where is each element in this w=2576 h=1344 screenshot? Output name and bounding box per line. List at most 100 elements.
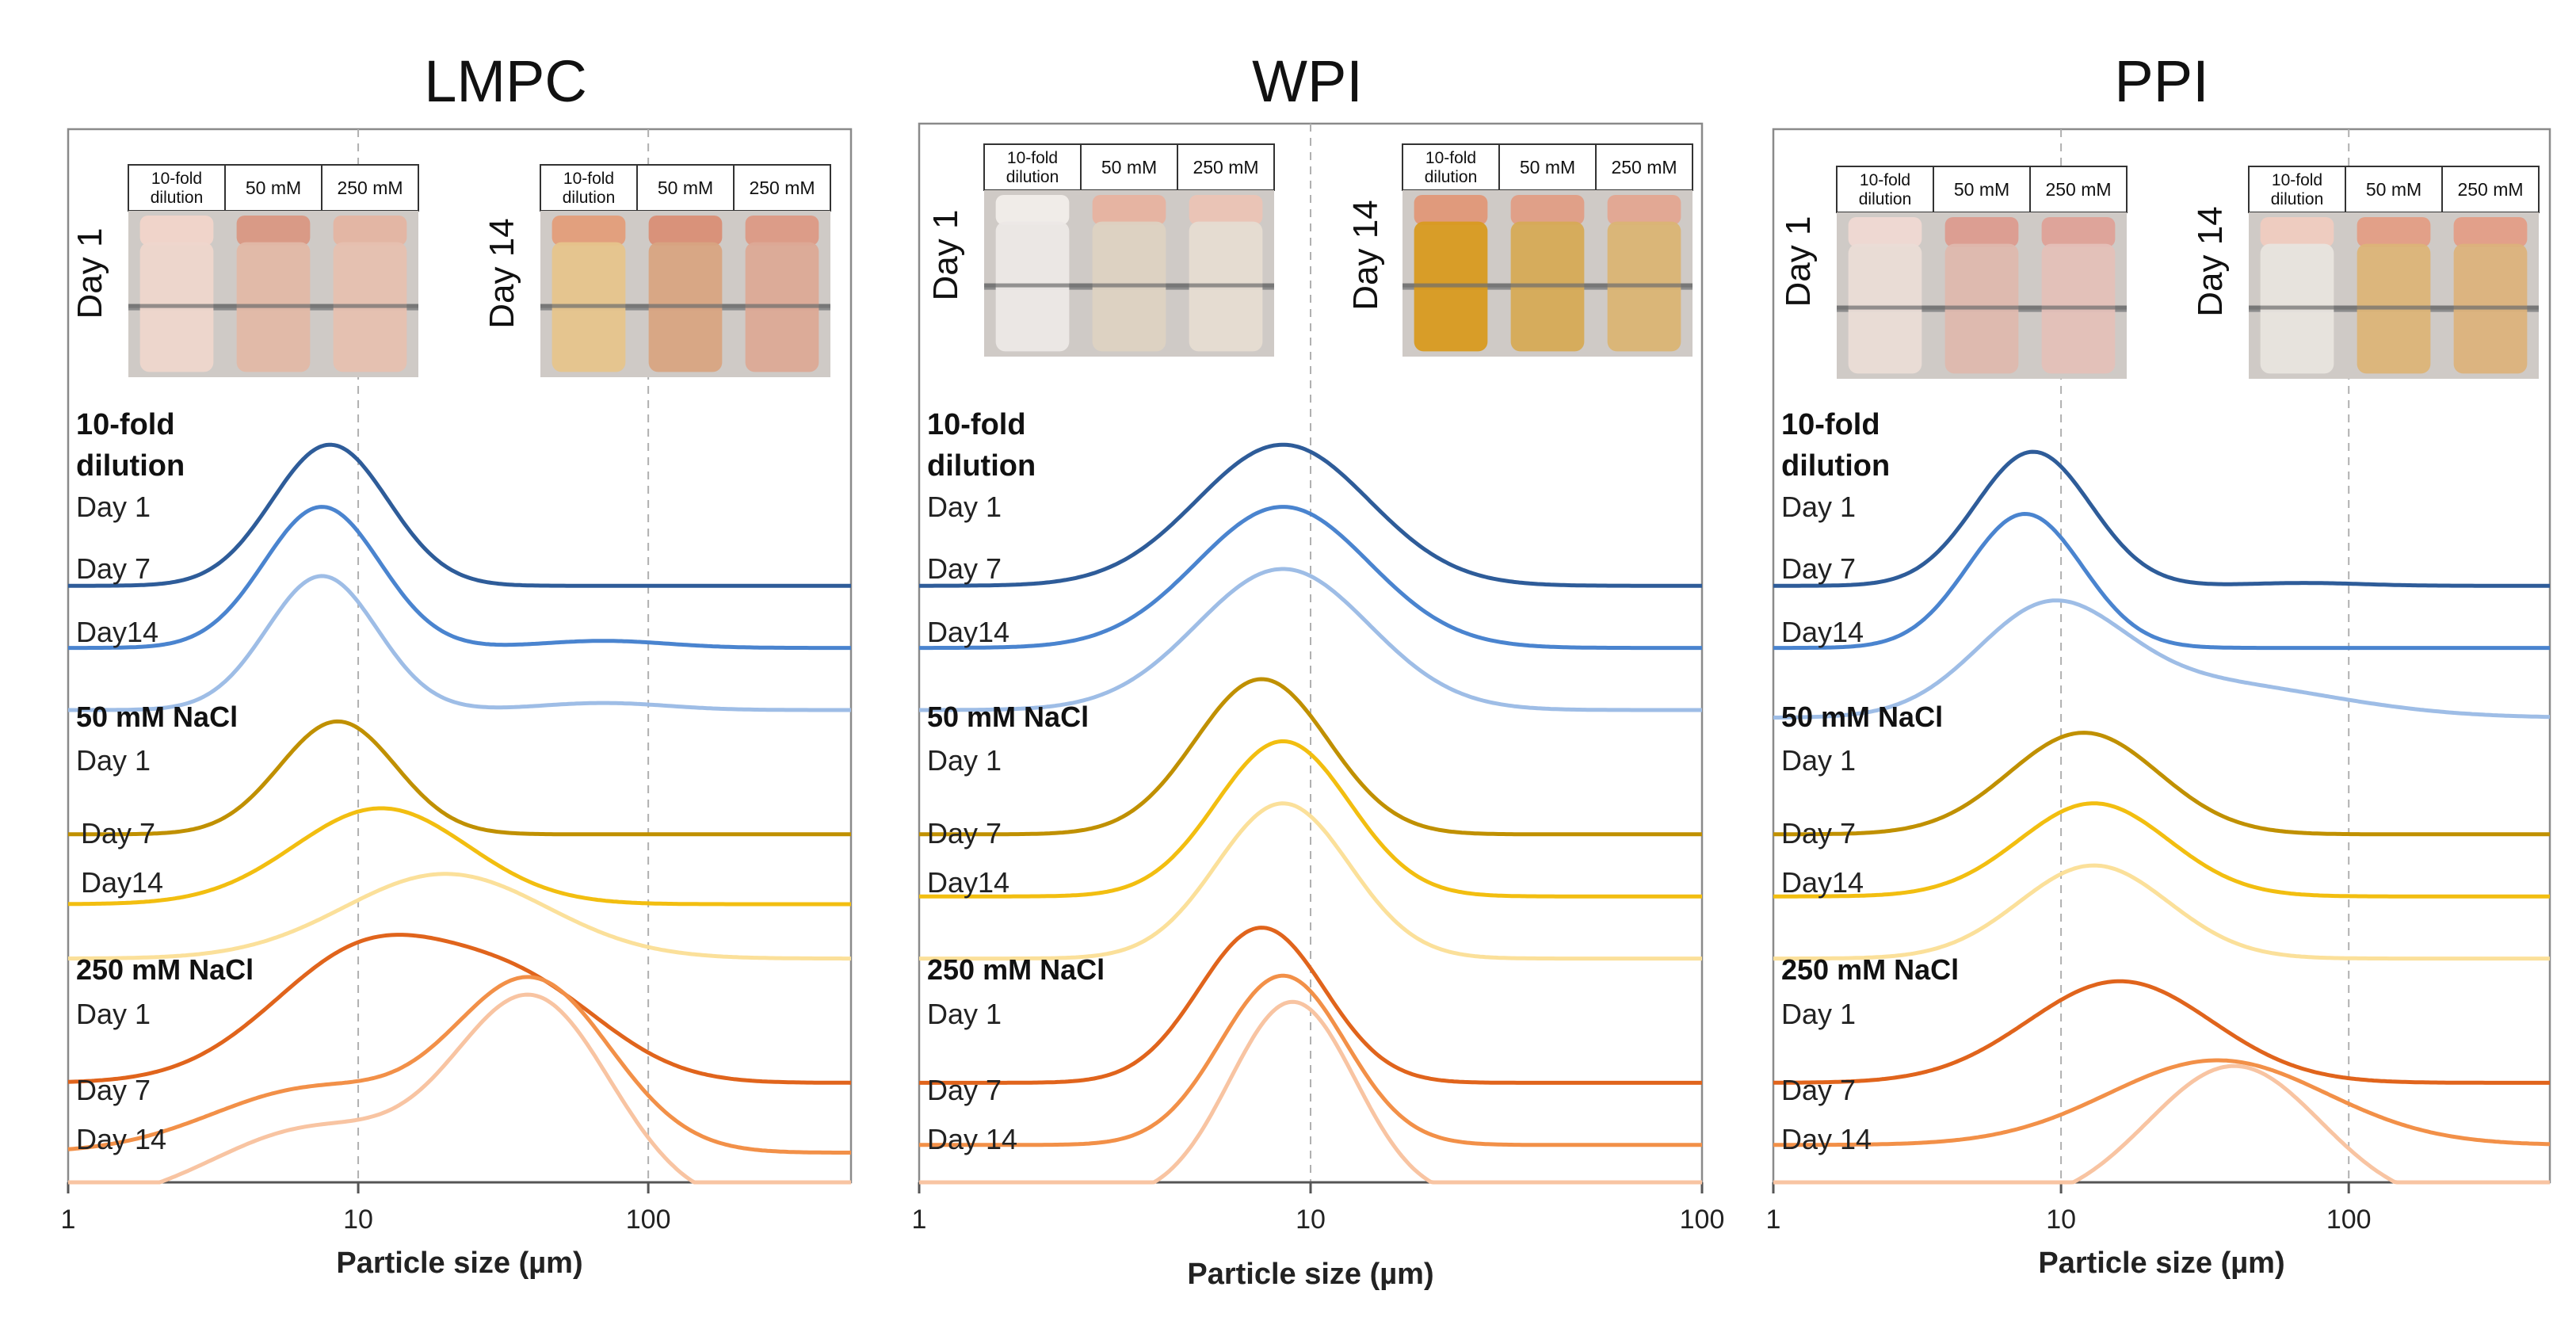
series-line — [1773, 449, 2550, 588]
group-label: 50 mM NaCl — [927, 701, 1089, 733]
vial-cap — [1414, 195, 1488, 225]
day-label: Day 14 — [1781, 1123, 1872, 1155]
x-tick-label: 1 — [1766, 1205, 1781, 1235]
vial-cap — [1189, 195, 1263, 225]
vial-cap — [1510, 195, 1585, 225]
x-axis-label: Particle size (µm) — [336, 1247, 582, 1280]
vial-cap — [2260, 217, 2334, 247]
series-line — [68, 872, 851, 961]
photo-shelf-front — [1837, 305, 2127, 310]
photo-header-text: dilution — [1859, 190, 1912, 208]
day-label: Day 7 — [76, 1074, 151, 1106]
day-label: Day 14 — [76, 1123, 166, 1155]
photo-header-text: 50 mM — [246, 178, 301, 198]
photo-header-cell — [983, 143, 1082, 191]
vial-cap — [995, 195, 1070, 225]
series-line — [67, 933, 852, 1085]
photo-header-text: 250 mM — [749, 178, 815, 198]
day-label: Day 7 — [1781, 1074, 1856, 1106]
vial-cap — [139, 216, 214, 246]
photo-header-cell — [1933, 166, 2031, 213]
photo-header-cell — [2441, 166, 2540, 213]
photo-header-cell — [1836, 166, 1934, 213]
series-line — [68, 442, 851, 588]
chart-title: PPI — [2114, 48, 2208, 114]
photo-header-text: 250 mM — [1611, 157, 1677, 178]
photo-header-cell — [1177, 143, 1275, 191]
photo-header-text: 50 mM — [2366, 179, 2421, 200]
vial-cap — [333, 216, 407, 246]
vial-cap — [1607, 195, 1681, 225]
day-label: Day14 — [927, 616, 1009, 648]
photo-shelf-front — [2249, 305, 2539, 310]
series-line — [68, 505, 851, 651]
x-axis-label: Particle size (µm) — [1187, 1258, 1433, 1291]
group-label: dilution — [76, 449, 185, 483]
series-line — [1773, 801, 2550, 899]
photo-header-text: 10-fold — [563, 170, 614, 188]
day-label: Day 7 — [1781, 552, 1856, 585]
group-label: dilution — [927, 449, 1036, 483]
photo-shelf-front — [128, 304, 418, 308]
photo-header-cell — [1498, 143, 1597, 191]
day-label: Day 1 — [76, 491, 151, 523]
photo-shelf-front — [1402, 283, 1693, 288]
photo-header-text: dilution — [2271, 190, 2324, 208]
vial-cap — [1848, 217, 1922, 247]
vial-cap — [2357, 217, 2431, 247]
photo-header-text: 10-fold — [151, 170, 202, 188]
photo-header-cell — [2029, 166, 2128, 213]
series-line — [68, 574, 851, 712]
photo-shelf-front — [984, 283, 1274, 288]
day-label: Day14 — [1781, 866, 1864, 899]
series-line — [919, 567, 1702, 712]
vial-cap — [648, 216, 723, 246]
photo-header-text: 10-fold — [1425, 149, 1476, 167]
photo-header-text: dilution — [151, 189, 204, 207]
x-tick-label: 100 — [1680, 1205, 1725, 1235]
group-label: 250 mM NaCl — [76, 953, 254, 986]
photo-header-text: 50 mM — [1954, 179, 2009, 200]
photo-header-text: dilution — [563, 189, 616, 207]
photo-header-text: 250 mM — [1193, 157, 1258, 178]
photo-header-cell — [540, 164, 638, 212]
day-label: Day14 — [927, 866, 1009, 899]
series-line — [919, 505, 1702, 651]
vial-cap — [2453, 217, 2528, 247]
vial-cap — [1944, 217, 2019, 247]
series-line — [68, 806, 851, 907]
series-line — [1773, 512, 2550, 651]
day-label: Day 1 — [76, 998, 151, 1030]
day-label: Day 1 — [76, 744, 151, 777]
day-label: Day14 — [81, 866, 163, 899]
photo-header-text: 50 mM — [1101, 157, 1157, 178]
day-label: Day 7 — [81, 817, 155, 850]
day-label: Day 1 — [1781, 998, 1856, 1030]
photo-day-label: Day 14 — [1346, 200, 1385, 310]
photo-header-cell — [2345, 166, 2443, 213]
group-label: 250 mM NaCl — [1781, 953, 1959, 986]
photo-header-text: 50 mM — [1520, 157, 1575, 178]
x-tick-label: 10 — [343, 1205, 373, 1235]
vial-cap — [236, 216, 311, 246]
day-label: Day 7 — [1781, 817, 1856, 850]
photo-header-cell — [224, 164, 322, 212]
series-line — [1773, 979, 2550, 1085]
photo-header-text: 250 mM — [2457, 179, 2523, 200]
vial-cap — [551, 216, 626, 246]
x-tick-label: 10 — [2046, 1205, 2076, 1235]
photo-header-cell — [321, 164, 419, 212]
day-label: Day 7 — [76, 552, 151, 585]
series-line — [919, 999, 1702, 1185]
series-line — [919, 926, 1702, 1085]
photo-day-label: Day 14 — [2191, 206, 2230, 316]
day-label: Day 7 — [927, 1074, 1002, 1106]
photo-header-text: 10-fold — [1007, 149, 1058, 167]
photo-day-label: Day 1 — [926, 210, 965, 301]
photo-header-text: 50 mM — [658, 178, 713, 198]
